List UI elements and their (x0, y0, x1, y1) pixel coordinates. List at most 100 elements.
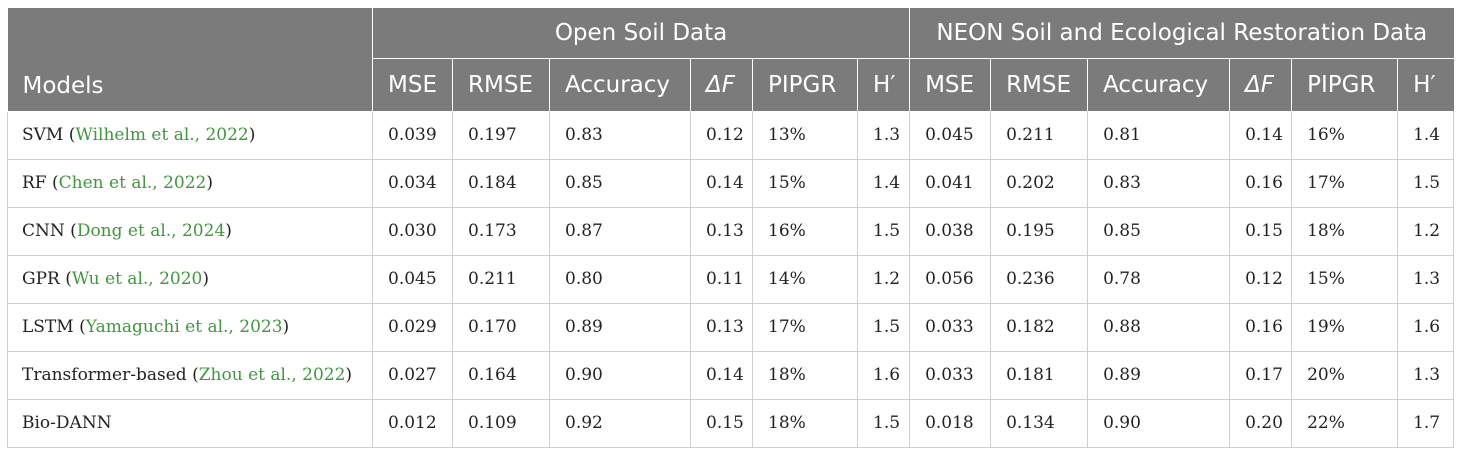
model-name: Bio-DANN (22, 413, 112, 433)
open-mse-cell: 0.034 (372, 159, 453, 208)
header-group-neon: NEON Soil and Ecological Restoration Dat… (909, 8, 1454, 59)
neon-h-prime-cell: 1.7 (1397, 399, 1455, 448)
neon-h-prime-cell: 1.2 (1397, 207, 1455, 256)
table-row: Transformer-based (Zhou et al., 2022) 0.0… (7, 351, 1455, 400)
table-row: GPR (Wu et al., 2020) 0.045 0.211 0.80 0.11 1… (7, 255, 1455, 304)
open-rmse-cell: 0.173 (452, 207, 550, 256)
neon-mse-cell: 0.045 (909, 111, 991, 160)
citation-link[interactable]: Chen et al., 2022 (58, 173, 207, 193)
model-name: Transformer-based (22, 365, 187, 385)
open-accuracy-cell: 0.85 (549, 159, 691, 208)
citation-link[interactable]: Dong et al., 2024 (76, 221, 226, 241)
neon-rmse-cell: 0.134 (990, 399, 1088, 448)
open-delta-f-cell: 0.13 (690, 303, 753, 352)
citation-link[interactable]: Wu et al., 2020 (71, 269, 203, 289)
neon-mse-cell: 0.033 (909, 303, 991, 352)
neon-pipgr-cell: 18% (1291, 207, 1398, 256)
neon-h-prime-cell: 1.3 (1397, 255, 1455, 304)
open-accuracy-cell: 0.90 (549, 351, 691, 400)
open-delta-f-cell: 0.14 (690, 159, 753, 208)
open-accuracy-cell: 0.92 (549, 399, 691, 448)
neon-rmse-cell: 0.181 (990, 351, 1088, 400)
neon-rmse-cell: 0.211 (990, 111, 1088, 160)
neon-pipgr-cell: 20% (1291, 351, 1398, 400)
header-neon-h-prime: H′ (1397, 58, 1454, 111)
header-open-accuracy: Accuracy (549, 58, 691, 111)
open-pipgr-cell: 13% (752, 111, 858, 160)
neon-rmse-cell: 0.195 (990, 207, 1088, 256)
open-pipgr-cell: 18% (752, 399, 858, 448)
model-cell: RF (Chen et al., 2022) (7, 159, 373, 208)
header-neon-accuracy: Accuracy (1087, 58, 1230, 111)
neon-pipgr-cell: 17% (1291, 159, 1398, 208)
neon-pipgr-cell: 19% (1291, 303, 1398, 352)
table-row: SVM (Wilhelm et al., 2022) 0.039 0.197 0.83… (7, 111, 1455, 160)
open-h-prime-cell: 1.3 (856, 111, 910, 160)
neon-delta-f-cell: 0.16 (1229, 159, 1292, 208)
model-cell: GPR (Wu et al., 2020) (7, 255, 373, 304)
neon-accuracy-cell: 0.83 (1087, 159, 1230, 208)
open-delta-f-cell: 0.13 (690, 207, 753, 256)
header-neon-delta-f: ΔF (1229, 58, 1292, 111)
open-rmse-cell: 0.170 (452, 303, 550, 352)
open-pipgr-cell: 18% (752, 351, 858, 400)
neon-mse-cell: 0.038 (909, 207, 991, 256)
neon-mse-cell: 0.033 (909, 351, 991, 400)
citation-link[interactable]: Zhou et al., 2022 (198, 365, 346, 385)
neon-mse-cell: 0.041 (909, 159, 991, 208)
neon-rmse-cell: 0.236 (990, 255, 1088, 304)
open-h-prime-cell: 1.5 (856, 303, 910, 352)
header-neon-pipgr: PIPGR (1291, 58, 1398, 111)
open-rmse-cell: 0.164 (452, 351, 550, 400)
neon-accuracy-cell: 0.90 (1087, 399, 1230, 448)
open-mse-cell: 0.029 (372, 303, 453, 352)
header-group-row: Models Open Soil Data NEON Soil and Ecol… (7, 8, 1454, 112)
open-delta-f-cell: 0.11 (690, 255, 753, 304)
open-delta-f-cell: 0.12 (690, 111, 753, 160)
open-h-prime-cell: 1.5 (856, 207, 910, 256)
open-mse-cell: 0.012 (372, 399, 453, 448)
neon-delta-f-cell: 0.12 (1229, 255, 1292, 304)
results-table: Models Open Soil Data NEON Soil and Ecol… (7, 8, 1455, 448)
open-rmse-cell: 0.197 (452, 111, 550, 160)
neon-accuracy-cell: 0.81 (1087, 111, 1230, 160)
header-open-h-prime: H′ (856, 58, 910, 111)
header-open-pipgr: PIPGR (752, 58, 858, 111)
open-rmse-cell: 0.211 (452, 255, 550, 304)
header-group-open-soil: Open Soil Data (371, 8, 910, 59)
open-pipgr-cell: 17% (752, 303, 858, 352)
table-header: Models Open Soil Data NEON Soil and Ecol… (7, 8, 1454, 112)
neon-h-prime-cell: 1.5 (1397, 159, 1455, 208)
neon-mse-cell: 0.018 (909, 399, 991, 448)
open-mse-cell: 0.045 (372, 255, 453, 304)
table-row: CNN (Dong et al., 2024) 0.030 0.173 0.87 0.1… (7, 207, 1455, 256)
open-mse-cell: 0.030 (372, 207, 453, 256)
neon-pipgr-cell: 16% (1291, 111, 1398, 160)
neon-h-prime-cell: 1.6 (1397, 303, 1455, 352)
citation-link[interactable]: Yamaguchi et al., 2023 (85, 317, 283, 337)
open-delta-f-cell: 0.14 (690, 351, 753, 400)
open-pipgr-cell: 15% (752, 159, 858, 208)
open-rmse-cell: 0.184 (452, 159, 550, 208)
open-accuracy-cell: 0.89 (549, 303, 691, 352)
table-row: RF (Chen et al., 2022) 0.034 0.184 0.85 0.14… (7, 159, 1455, 208)
open-mse-cell: 0.039 (372, 111, 453, 160)
neon-delta-f-cell: 0.15 (1229, 207, 1292, 256)
citation-link[interactable]: Wilhelm et al., 2022 (75, 125, 249, 145)
neon-pipgr-cell: 15% (1291, 255, 1398, 304)
header-neon-mse: MSE (909, 58, 991, 111)
model-name: SVM (22, 125, 64, 145)
open-rmse-cell: 0.109 (452, 399, 550, 448)
header-metric-row: MSE RMSE Accuracy ΔF PIPGR H′ MSE RMSE A… (8, 58, 1454, 111)
open-h-prime-cell: 1.6 (856, 351, 910, 400)
open-h-prime-cell: 1.4 (856, 159, 910, 208)
neon-mse-cell: 0.056 (909, 255, 991, 304)
table-row: Bio-DANN 0.012 0.109 0.92 0.15 18% 1.5 0.018 0.1… (7, 399, 1455, 448)
neon-accuracy-cell: 0.78 (1087, 255, 1230, 304)
model-name: CNN (22, 221, 65, 241)
neon-delta-f-cell: 0.17 (1229, 351, 1292, 400)
open-delta-f-cell: 0.15 (690, 399, 753, 448)
model-cell: CNN (Dong et al., 2024) (7, 207, 373, 256)
model-name: GPR (22, 269, 60, 289)
neon-accuracy-cell: 0.85 (1087, 207, 1230, 256)
